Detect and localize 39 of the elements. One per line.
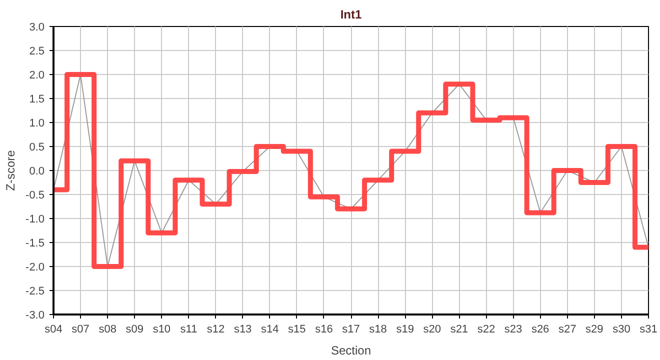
x-tick-label: s17: [342, 324, 360, 336]
y-tick-label: -2.0: [26, 262, 45, 274]
x-tick-label: s30: [612, 324, 630, 336]
y-tick-label: 3.0: [29, 22, 45, 34]
y-tick-label: 1.0: [29, 118, 45, 130]
x-tick-label: s27: [558, 324, 576, 336]
chart-title: Int1: [340, 8, 362, 22]
x-tick-label: s29: [586, 324, 604, 336]
x-tick-label: s20: [423, 324, 442, 336]
x-tick-label: s23: [504, 324, 522, 336]
y-tick-label: -0.5: [26, 190, 45, 202]
x-tick-label: s12: [206, 324, 225, 336]
y-tick-label: -3.0: [26, 310, 45, 322]
y-tick-label: -1.5: [26, 238, 45, 250]
x-tick-label: s08: [98, 324, 116, 336]
x-tick-label: s15: [288, 324, 306, 336]
y-tick-label: 2.0: [29, 70, 45, 82]
y-tick-label: -1.0: [26, 214, 45, 226]
x-tick-label: s18: [369, 324, 387, 336]
y-tick-label: 0.0: [29, 166, 45, 178]
x-tick-label: s21: [450, 324, 468, 336]
x-tick-label: s19: [396, 324, 414, 336]
x-tick-label: s07: [72, 324, 90, 336]
x-tick-label: s09: [126, 324, 144, 336]
x-tick-label: s04: [44, 324, 62, 336]
x-tick-label: s22: [477, 324, 496, 336]
y-tick-label: 2.5: [29, 46, 45, 58]
y-axis-title: Z-score: [4, 150, 18, 191]
x-tick-label: s26: [531, 324, 550, 336]
x-tick-label: s16: [315, 324, 333, 336]
y-tick-label: -2.5: [26, 286, 45, 298]
y-tick-label: 1.5: [29, 94, 45, 106]
x-tick-label: s14: [260, 324, 279, 336]
y-tick-label: 0.5: [29, 142, 45, 154]
x-tick-label: s11: [180, 324, 198, 336]
x-tick-label: s31: [640, 324, 658, 336]
x-tick-label: s10: [152, 324, 171, 336]
x-tick-label: s13: [234, 324, 252, 336]
x-axis-title: Section: [330, 344, 372, 358]
